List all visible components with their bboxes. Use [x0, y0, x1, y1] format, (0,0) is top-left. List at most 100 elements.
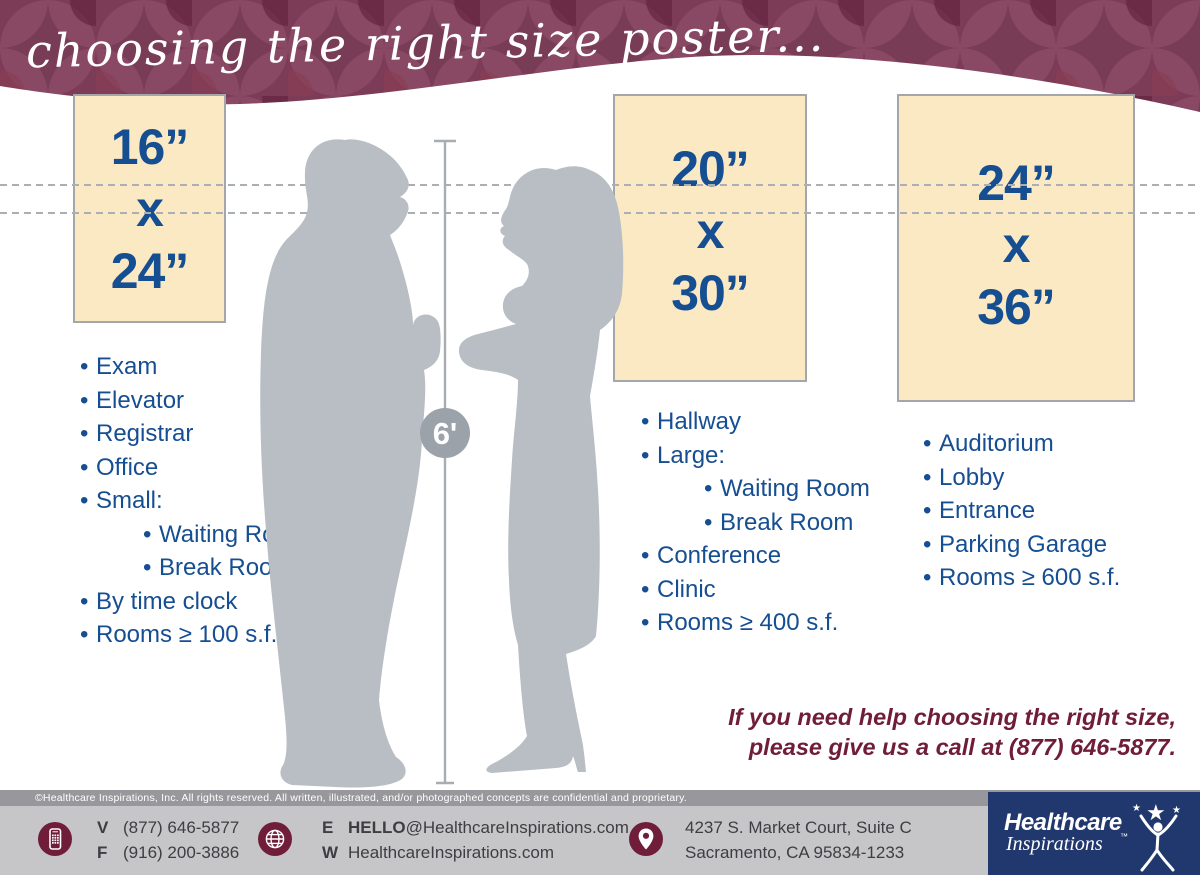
cta-line1: If you need help choosing the right size… [728, 704, 1176, 730]
trademark-symbol: ™ [1120, 832, 1128, 841]
room-label: Parking Garage [939, 530, 1108, 558]
room-label: Registrar [96, 420, 194, 447]
list-item: • Large: [641, 439, 921, 473]
address-line2: Sacramento, CA 95834-1233 [685, 843, 905, 862]
website-url: HealthcareInspirations.com [348, 843, 554, 862]
call-to-action: If you need help choosing the right size… [728, 702, 1176, 762]
room-label: Break Room [720, 508, 854, 536]
room-label: Small: [96, 487, 163, 514]
bullet-icon: • [80, 621, 89, 648]
email-user: HELLO [348, 818, 406, 837]
logo-wordmark-line1: Healthcare [1004, 809, 1122, 836]
address-line1: 4237 S. Market Court, Suite C [685, 818, 912, 837]
list-item: • Parking Garage [923, 528, 1200, 562]
list-item: • Registrar [80, 417, 350, 451]
copyright-strip: ©Healthcare Inspirations, Inc. All right… [0, 790, 1200, 806]
room-label: Rooms ≥ 100 s.f. [96, 621, 278, 648]
bullet-icon: • [80, 487, 89, 514]
list-item: • Waiting Room [641, 472, 921, 506]
list-item: • Conference [641, 539, 921, 573]
location-pin-icon [629, 822, 663, 856]
phone-icon [38, 822, 72, 856]
website-label: W [322, 843, 339, 862]
list-item: • Rooms ≥ 400 s.f. [641, 606, 921, 640]
room-label: Lobby [939, 463, 1005, 491]
bullet-icon: • [80, 386, 89, 414]
email-domain: @HealthcareInspirations.com [405, 818, 629, 837]
bullet-icon: • [923, 530, 932, 558]
fax-label: F [97, 843, 108, 862]
poster-box-24x36: 24” x 36” [897, 94, 1135, 402]
bullet-icon: • [641, 408, 650, 435]
star-figure-icon: ★ ★ ★ [1132, 801, 1181, 872]
room-label: Rooms ≥ 400 s.f. [657, 609, 839, 636]
list-item: • Office [80, 451, 350, 485]
bullet-icon: • [641, 441, 650, 469]
man-silhouette [260, 139, 441, 788]
voice-number: (877) 646-5877 [123, 818, 240, 837]
header-wave [0, 0, 1200, 112]
bullet-icon: • [80, 353, 89, 380]
globe-icon [258, 822, 292, 856]
poster-box-20x30: 20” x 30” [613, 94, 807, 382]
room-list-20x30: • Hallway • Large: • Waiting Room • Break Room •… [641, 405, 921, 640]
bullet-icon: • [80, 453, 89, 481]
bullet-icon: • [143, 554, 152, 581]
poster-width-label: 20” [671, 141, 750, 197]
room-label: Conference [657, 542, 782, 569]
room-label: Rooms ≥ 600 s.f. [939, 564, 1121, 591]
address: 4237 S. Market Court, Suite C Sacramento… [685, 815, 912, 865]
list-item: • Auditorium [923, 427, 1200, 461]
bullet-icon: • [641, 575, 650, 603]
svg-text:★: ★ [1146, 801, 1166, 826]
bullet-icon: • [923, 497, 932, 524]
room-label: By time clock [96, 587, 238, 615]
room-list-24x36: • Auditorium • Lobby • Entrance • Parking Garag… [923, 427, 1200, 595]
web-contacts: E HELLO@HealthcareInspirations.com W Healt… [322, 815, 629, 865]
list-item: • Break Room [641, 506, 921, 540]
header-wave-shape [0, 0, 1200, 112]
room-label: Exam [96, 353, 158, 380]
six-foot-badge: 6' [420, 408, 470, 458]
list-item: • Exam [80, 350, 350, 384]
room-label: Office [96, 453, 159, 481]
bullet-icon: • [80, 420, 89, 447]
bullet-icon: • [641, 542, 650, 569]
list-item: • Entrance [923, 494, 1200, 528]
six-foot-measure-line [434, 139, 456, 785]
room-label: Hallway [657, 408, 742, 435]
room-label: Waiting Room [720, 475, 870, 502]
poster-x-label: x [1002, 217, 1031, 273]
bullet-icon: • [704, 475, 713, 502]
list-item: • Rooms ≥ 600 s.f. [923, 561, 1200, 595]
voice-label: V [97, 818, 109, 837]
bullet-icon: • [80, 587, 89, 615]
room-label: Entrance [939, 497, 1036, 524]
list-item: • By time clock [80, 585, 350, 619]
bullet-icon: • [923, 564, 932, 591]
poster-height-label: 36” [977, 279, 1056, 335]
bullet-icon: • [143, 520, 152, 548]
list-item: • Elevator [80, 384, 350, 418]
room-label: Large: [657, 441, 726, 469]
six-foot-label: 6' [433, 416, 458, 451]
poster-width-label: 24” [977, 155, 1056, 211]
bullet-icon: • [923, 430, 932, 457]
svg-text:★: ★ [1132, 803, 1141, 814]
phone-numbers: V (877) 646-5877 F (916) 200-3886 [97, 815, 239, 865]
room-label: Elevator [96, 386, 185, 414]
list-item: • Lobby [923, 461, 1200, 495]
cta-line2: please give us a call at (877) 646-5877. [748, 734, 1176, 760]
poster-height-label: 30” [671, 265, 750, 321]
poster-x-label: x [136, 181, 164, 237]
room-label: Auditorium [939, 430, 1054, 457]
svg-text:★: ★ [1172, 805, 1181, 816]
copyright-text: ©Healthcare Inspirations, Inc. All right… [35, 792, 687, 804]
bullet-icon: • [923, 463, 932, 491]
poster-width-label: 16” [110, 119, 190, 175]
fax-number: (916) 200-3886 [123, 843, 240, 862]
healthcare-inspirations-logo: Healthcare Inspirations ™ ★ ★ ★ [988, 792, 1200, 875]
logo-wordmark-line2: Inspirations [1006, 833, 1103, 855]
